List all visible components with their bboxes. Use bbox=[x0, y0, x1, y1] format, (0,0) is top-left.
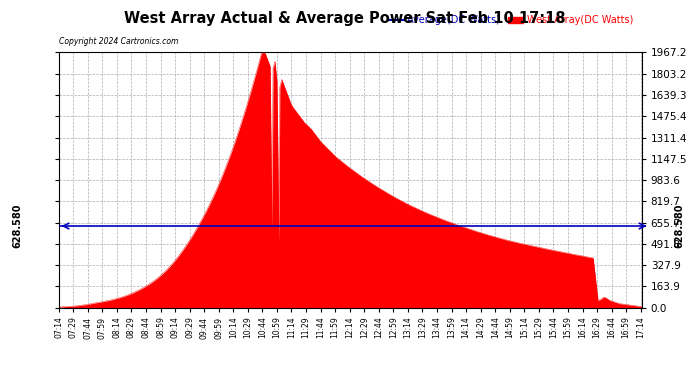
Legend: Average(DC Watts), West Array(DC Watts): Average(DC Watts), West Array(DC Watts) bbox=[385, 12, 637, 29]
Text: Copyright 2024 Cartronics.com: Copyright 2024 Cartronics.com bbox=[59, 38, 178, 46]
Text: 628.580: 628.580 bbox=[13, 204, 23, 248]
Text: West Array Actual & Average Power Sat Feb 10 17:18: West Array Actual & Average Power Sat Fe… bbox=[124, 11, 566, 26]
Text: 628.580: 628.580 bbox=[675, 204, 684, 248]
